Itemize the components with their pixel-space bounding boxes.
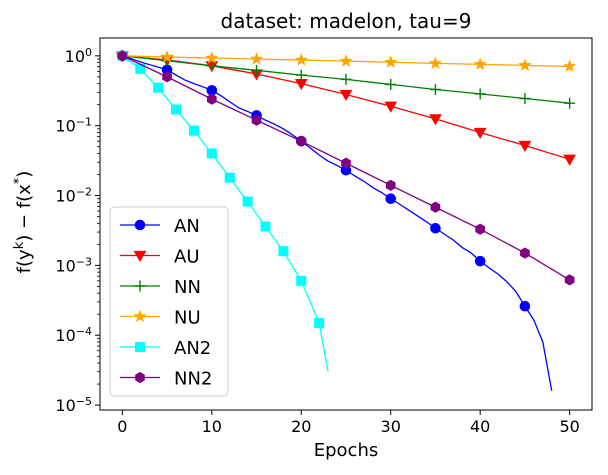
data-point-an2 bbox=[242, 196, 253, 207]
y-tick-label: 10−3 bbox=[55, 255, 92, 276]
legend-label: NN2 bbox=[174, 369, 212, 390]
legend-label: AN2 bbox=[174, 338, 211, 359]
y-axis-label: f(yk) − f(x*) bbox=[12, 171, 36, 274]
legend-label: AU bbox=[174, 247, 200, 268]
data-point-an bbox=[519, 300, 531, 312]
y-tick-label: 10−2 bbox=[55, 185, 92, 206]
legend-marker bbox=[134, 280, 146, 292]
series-nu bbox=[115, 48, 577, 73]
legend-marker bbox=[135, 371, 145, 384]
data-point-nn bbox=[564, 97, 576, 109]
axes-frame bbox=[99, 37, 593, 411]
data-point-nu bbox=[428, 56, 443, 69]
data-point-nn2 bbox=[162, 71, 172, 83]
x-tick-label: 10 bbox=[202, 417, 222, 436]
data-point-an2 bbox=[188, 125, 199, 136]
data-point-nu bbox=[160, 50, 174, 63]
axes: 0 10 20 30 40 50 100 10−1 10−2 10−3 10−4 10−5 bbox=[55, 37, 593, 436]
y-tick-label: 10−4 bbox=[55, 325, 92, 346]
data-point-nn bbox=[295, 69, 307, 81]
legend-item-nn: NN bbox=[120, 277, 201, 298]
data-point-an2 bbox=[260, 221, 271, 232]
data-point-au bbox=[384, 101, 398, 113]
y-tick-label: 10−5 bbox=[55, 395, 92, 416]
legend-label: NN bbox=[174, 277, 201, 298]
series-line-au bbox=[122, 55, 570, 160]
data-point-an bbox=[474, 255, 486, 267]
data-point-an2 bbox=[278, 246, 289, 257]
data-point-nn bbox=[429, 83, 441, 95]
data-point-nn2 bbox=[520, 247, 530, 259]
data-point-an2 bbox=[206, 148, 217, 159]
data-point-nn2 bbox=[251, 114, 262, 126]
chart-title: dataset: madelon, tau=9 bbox=[221, 9, 472, 33]
data-point-nn2 bbox=[206, 93, 217, 105]
legend-marker bbox=[135, 342, 145, 352]
data-point-nu bbox=[339, 54, 353, 67]
series-au bbox=[116, 51, 576, 166]
y-tick-label: 10−1 bbox=[55, 115, 92, 136]
data-point-nn bbox=[519, 92, 531, 104]
data-point-nu bbox=[205, 51, 219, 64]
data-point-nn bbox=[340, 73, 352, 85]
legend: AN AU NN NU AN2 NN2 bbox=[109, 206, 229, 397]
legend-item-au: AU bbox=[120, 247, 200, 268]
legend-item-an: AN bbox=[120, 216, 200, 237]
legend-marker bbox=[133, 309, 147, 323]
data-point-nu bbox=[473, 57, 487, 70]
data-point-an bbox=[385, 193, 397, 205]
x-axis-label: Epochs bbox=[314, 440, 379, 461]
data-point-au bbox=[339, 89, 353, 101]
series-nn bbox=[116, 50, 576, 109]
data-point-an2 bbox=[171, 104, 182, 115]
data-point-nn2 bbox=[117, 50, 128, 62]
legend-label: AN bbox=[174, 216, 200, 237]
data-point-nn2 bbox=[430, 201, 441, 213]
x-tick-label: 40 bbox=[470, 417, 490, 436]
series-nn2 bbox=[117, 50, 575, 286]
data-point-nu bbox=[294, 53, 308, 66]
x-tick-label: 30 bbox=[381, 417, 401, 436]
data-point-nu bbox=[563, 59, 577, 73]
y-tick-label: 100 bbox=[65, 45, 92, 65]
data-point-nn bbox=[251, 64, 263, 76]
data-point-an bbox=[430, 222, 441, 234]
data-point-nn bbox=[206, 60, 218, 72]
data-point-nn2 bbox=[296, 135, 307, 147]
data-point-an2 bbox=[224, 172, 235, 183]
legend-item-an2: AN2 bbox=[120, 338, 211, 359]
data-point-au bbox=[563, 154, 576, 166]
data-point-nn2 bbox=[385, 179, 396, 191]
data-point-nn bbox=[474, 88, 486, 100]
x-tick-label: 20 bbox=[291, 417, 311, 436]
legend-label: NU bbox=[174, 308, 201, 329]
data-point-nn2 bbox=[341, 157, 351, 169]
data-point-nu bbox=[518, 58, 532, 71]
legend-item-nn2: NN2 bbox=[120, 369, 212, 390]
x-tick-label: 0 bbox=[117, 417, 127, 436]
data-point-nu bbox=[384, 55, 398, 68]
data-point-nu bbox=[249, 52, 264, 65]
data-point-nn2 bbox=[475, 223, 486, 235]
data-point-au bbox=[429, 114, 442, 126]
data-point-nn2 bbox=[564, 274, 575, 286]
plot-area bbox=[115, 48, 577, 391]
data-point-an2 bbox=[153, 82, 164, 93]
legend-marker bbox=[134, 219, 146, 231]
x-tick-label: 50 bbox=[559, 417, 579, 436]
legend-item-nu: NU bbox=[120, 308, 201, 329]
data-point-au bbox=[473, 127, 487, 139]
legend-marker bbox=[133, 250, 147, 263]
data-point-au bbox=[518, 140, 532, 153]
data-point-an2 bbox=[314, 317, 325, 328]
data-point-nn bbox=[385, 78, 397, 90]
plot-clip-group bbox=[115, 48, 577, 391]
data-point-an2 bbox=[296, 275, 307, 286]
